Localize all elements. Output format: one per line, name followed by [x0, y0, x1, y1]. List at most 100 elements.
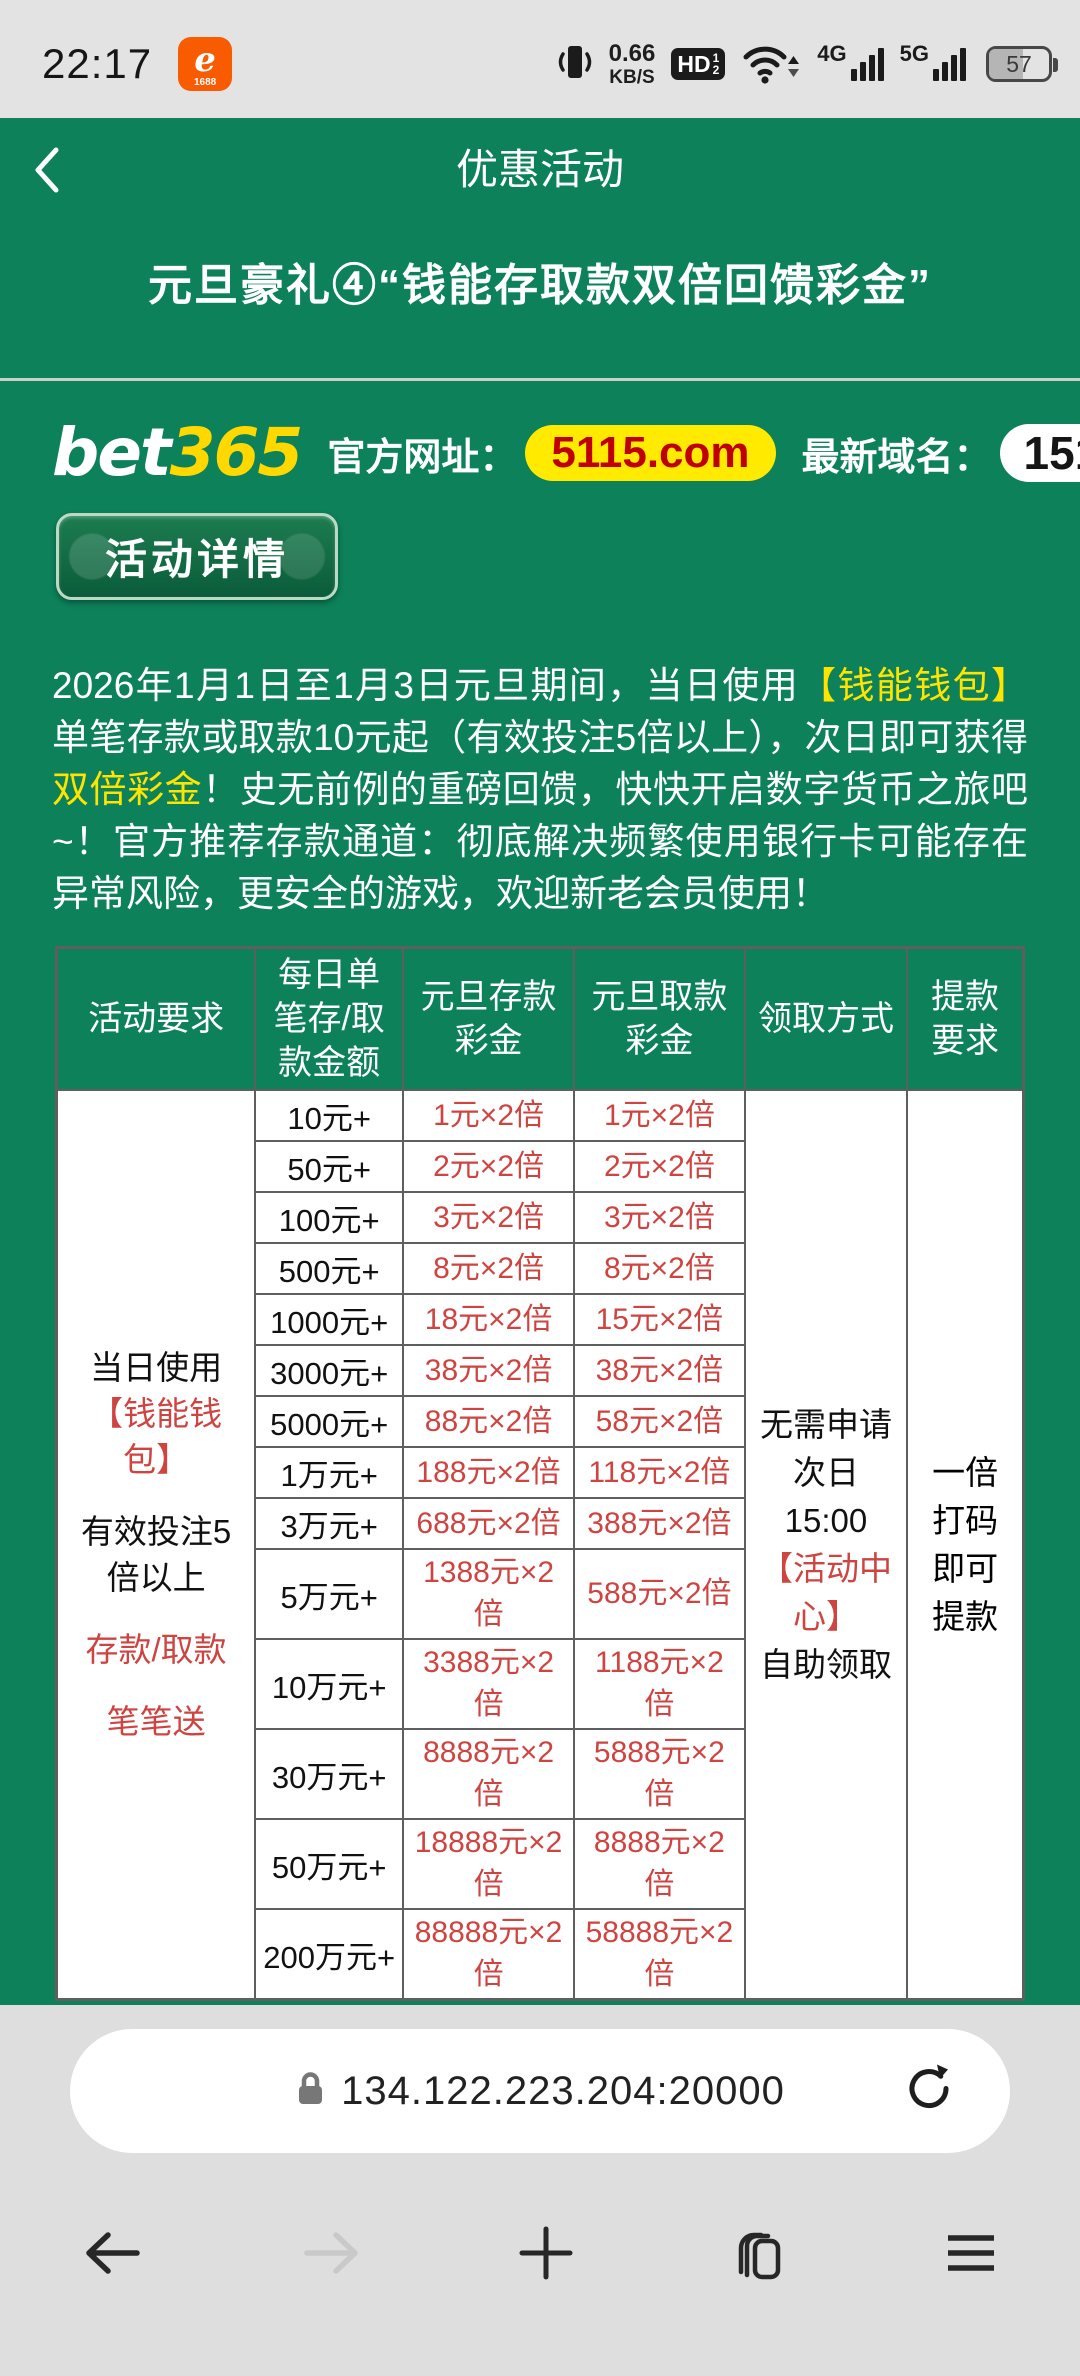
wifi-icon	[741, 39, 801, 90]
amount-cell: 3万元+	[254, 1497, 405, 1550]
table-row: 50万元+ 18888元×2 倍 8888元×2 倍	[57, 1818, 1024, 1910]
claim-method-cell: 无需申请次日15:00 【活动中心】自助领取	[743, 1089, 909, 2001]
browser-chrome: 134.122.223.204:20000	[0, 2005, 1080, 2376]
network-speed-value: 0.66	[608, 39, 656, 67]
deposit-bonus-cell: 2元×2倍	[402, 1140, 575, 1193]
withdraw-bonus-cell: 38元×2倍	[572, 1344, 746, 1397]
deposit-bonus-cell: 1元×2倍	[402, 1089, 575, 1142]
table-row: 1万元+ 188元×2倍 118元×2倍	[57, 1446, 1024, 1499]
signal-4g-label: 4G	[817, 40, 847, 66]
table-row: 30万元+ 8888元×2 倍 5888元×2 倍	[57, 1728, 1024, 1820]
deposit-bonus-cell: 188元×2倍	[402, 1446, 575, 1499]
withdraw-bonus-cell: 8888元×2 倍	[572, 1818, 746, 1910]
cell-line: 自助领取	[759, 1645, 892, 1683]
app-1688-glyph: e	[194, 40, 216, 80]
amount-cell: 10万元+	[254, 1638, 405, 1730]
page-title: 优惠活动	[455, 145, 624, 193]
table-row: 200万元+ 88888元×2 倍 58888元×2 倍	[57, 1908, 1024, 2001]
withdraw-bonus-cell: 8元×2倍	[572, 1242, 746, 1295]
status-right: 0.66 KB/S HD 1 2	[557, 39, 1058, 90]
table-row: 5万元+ 1388元×2 倍 588元×2倍	[57, 1548, 1024, 1640]
text-segment: 【钱能钱包】	[799, 665, 1028, 706]
deposit-bonus-cell: 8888元×2 倍	[402, 1728, 575, 1820]
network-speed-unit: KB/S	[609, 66, 655, 88]
nav-new-tab-button[interactable]	[517, 2224, 575, 2282]
signal-4g-bars	[850, 47, 884, 81]
table-row: 3万元+ 688元×2倍 388元×2倍	[57, 1497, 1024, 1550]
url-bar[interactable]: 134.122.223.204:20000	[70, 2029, 1010, 2153]
hd-sup: 1	[712, 51, 720, 65]
table-row: 3000元+ 38元×2倍 38元×2倍	[57, 1344, 1024, 1397]
battery-percent: 57	[1006, 50, 1032, 77]
promo-banner-title: 元旦豪礼④“钱能存取款双倍回馈彩金”	[148, 261, 932, 310]
signal-4g: 4G	[817, 42, 884, 81]
deposit-bonus-cell: 3388元×2 倍	[402, 1638, 575, 1730]
cell-line: 存款/取款	[85, 1630, 227, 1668]
col-header-claim-method: 领取方式	[743, 946, 909, 1091]
text-segment: ！史无前例的重磅回馈，快快开启数字货币之旅吧~！官方推荐存款通道：彻底解决频繁使…	[52, 769, 1029, 914]
latest-domain-pill[interactable]: 1511.c	[999, 424, 1080, 482]
promo-intro-paragraph: 2026年1月1日至1月3日元旦期间，当日使用【钱能钱包】单笔存款或取款10元起…	[52, 660, 1028, 920]
signal-5g-label: 5G	[899, 40, 929, 66]
col-header-withdraw-bonus: 元旦取款彩金	[572, 946, 746, 1091]
withdraw-bonus-cell: 58888元×2 倍	[572, 1908, 746, 2001]
back-button[interactable]	[26, 142, 70, 198]
amount-cell: 5万元+	[254, 1548, 405, 1640]
official-domain-pill[interactable]: 5115.com	[525, 425, 776, 481]
amount-cell: 500元+	[254, 1242, 405, 1295]
deposit-bonus-cell: 3元×2倍	[402, 1191, 575, 1244]
url-center: 134.122.223.204:20000	[295, 2069, 785, 2114]
lock-icon	[295, 2070, 325, 2113]
table-header-row: 活动要求 每日单笔存/取款金额 元旦存款彩金 元旦取款彩金 领取方式 提款要求	[55, 946, 1025, 1091]
table-row: 500元+ 8元×2倍 8元×2倍	[57, 1242, 1024, 1295]
browser-nav-bar	[0, 2183, 1080, 2323]
refresh-button[interactable]	[900, 2060, 958, 2123]
vibrate-icon	[557, 39, 593, 90]
text-segment: 双倍彩金	[52, 769, 203, 810]
bet365-logo: bet365	[52, 420, 303, 486]
network-speed: 0.66 KB/S	[608, 39, 656, 88]
withdraw-bonus-cell: 588元×2倍	[572, 1548, 746, 1640]
amount-cell: 5000元+	[254, 1395, 405, 1448]
nav-back-button[interactable]	[82, 2230, 144, 2276]
cell-line: 无需申请	[759, 1405, 892, 1443]
cell-line: 笔笔送	[106, 1702, 206, 1740]
promo-table: 活动要求 每日单笔存/取款金额 元旦存款彩金 元旦取款彩金 领取方式 提款要求 …	[55, 946, 1025, 2001]
battery-indicator: 57	[986, 46, 1058, 82]
nav-menu-button[interactable]	[944, 2231, 998, 2275]
amount-cell: 1000元+	[254, 1293, 405, 1346]
withdraw-requirement-cell: 一倍打码即可提款	[906, 1089, 1025, 2001]
logo-365: 365	[169, 414, 304, 491]
col-header-requirement: 活动要求	[55, 946, 257, 1091]
withdraw-bonus-cell: 3元×2倍	[572, 1191, 746, 1244]
cell-line: 【活动中心】	[759, 1549, 892, 1635]
signal-5g-bars	[933, 47, 966, 81]
status-left: 22:17 e 1688	[42, 37, 233, 91]
withdraw-bonus-cell: 15元×2倍	[572, 1293, 746, 1346]
deposit-bonus-cell: 18元×2倍	[402, 1293, 575, 1346]
deposit-bonus-cell: 18888元×2 倍	[402, 1818, 575, 1910]
text-segment: 2026年1月1日至1月3日元旦期间，当日使用	[52, 665, 800, 706]
hd-label: HD	[677, 50, 711, 77]
table-row: 5000元+ 88元×2倍 58元×2倍	[57, 1395, 1024, 1448]
deposit-bonus-cell: 8元×2倍	[402, 1242, 575, 1295]
col-header-withdraw-requirement: 提款要求	[906, 946, 1025, 1091]
col-header-deposit-bonus: 元旦存款彩金	[402, 946, 575, 1091]
battery-fill	[989, 49, 1024, 79]
nav-tabs-button[interactable]	[731, 2224, 789, 2282]
cell-line: 有效投注5倍以上	[80, 1512, 232, 1596]
clock: 22:17	[42, 40, 153, 87]
hd-stack: 1 2	[713, 52, 720, 76]
withdraw-bonus-cell: 1元×2倍	[572, 1089, 746, 1142]
activity-details-button[interactable]: 活动详情	[56, 513, 339, 600]
cell-line: 次日15:00	[784, 1453, 868, 1539]
amount-cell: 1万元+	[254, 1446, 405, 1499]
divider	[0, 378, 1080, 381]
amount-cell: 200万元+	[254, 1908, 405, 2001]
amount-cell: 10元+	[254, 1089, 405, 1142]
requirement-cell: 当日使用 【钱能钱包】 有效投注5倍以上 存款/取款 笔笔送	[55, 1089, 257, 2001]
amount-cell: 50元+	[254, 1140, 405, 1193]
volte-hd-icon: HD 1 2	[671, 48, 726, 80]
logo-bet: bet	[52, 414, 172, 491]
